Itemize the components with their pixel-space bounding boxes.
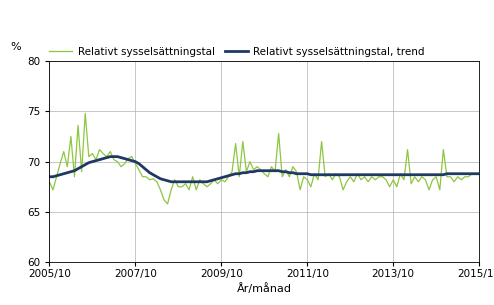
Relativt sysselsättningstal, trend: [236, 172, 242, 176]
Relativt sysselsättningstal: [322, 175, 328, 178]
Line: Relativt sysselsättningstal, trend: Relativt sysselsättningstal, trend: [49, 156, 479, 182]
Relativt sysselsättningstal, trend: [168, 180, 174, 184]
X-axis label: År/månad: År/månad: [237, 283, 292, 294]
Relativt sysselsättningstal, trend: [150, 173, 156, 177]
Relativt sysselsättningstal, trend: [454, 172, 460, 176]
Line: Relativt sysselsättningstal: Relativt sysselsättningstal: [49, 113, 479, 204]
Relativt sysselsättningstal, trend: [46, 175, 52, 178]
Relativt sysselsättningstal: [236, 175, 242, 178]
Relativt sysselsättningstal: [82, 112, 88, 115]
Relativt sysselsättningstal: [476, 172, 482, 176]
Relativt sysselsättningstal, trend: [322, 173, 328, 177]
Legend: Relativt sysselsättningstal, Relativt sysselsättningstal, trend: Relativt sysselsättningstal, Relativt sy…: [49, 47, 424, 57]
Relativt sysselsättningstal: [454, 175, 460, 178]
Relativt sysselsättningstal, trend: [107, 155, 113, 158]
Relativt sysselsättningstal: [165, 202, 170, 206]
Relativt sysselsättningstal, trend: [89, 160, 95, 163]
Text: %: %: [10, 42, 21, 52]
Relativt sysselsättningstal: [93, 158, 99, 161]
Relativt sysselsättningstal: [46, 180, 52, 184]
Relativt sysselsättningstal: [344, 180, 350, 184]
Relativt sysselsättningstal, trend: [344, 173, 350, 177]
Relativt sysselsättningstal, trend: [476, 172, 482, 176]
Relativt sysselsättningstal: [150, 177, 156, 181]
